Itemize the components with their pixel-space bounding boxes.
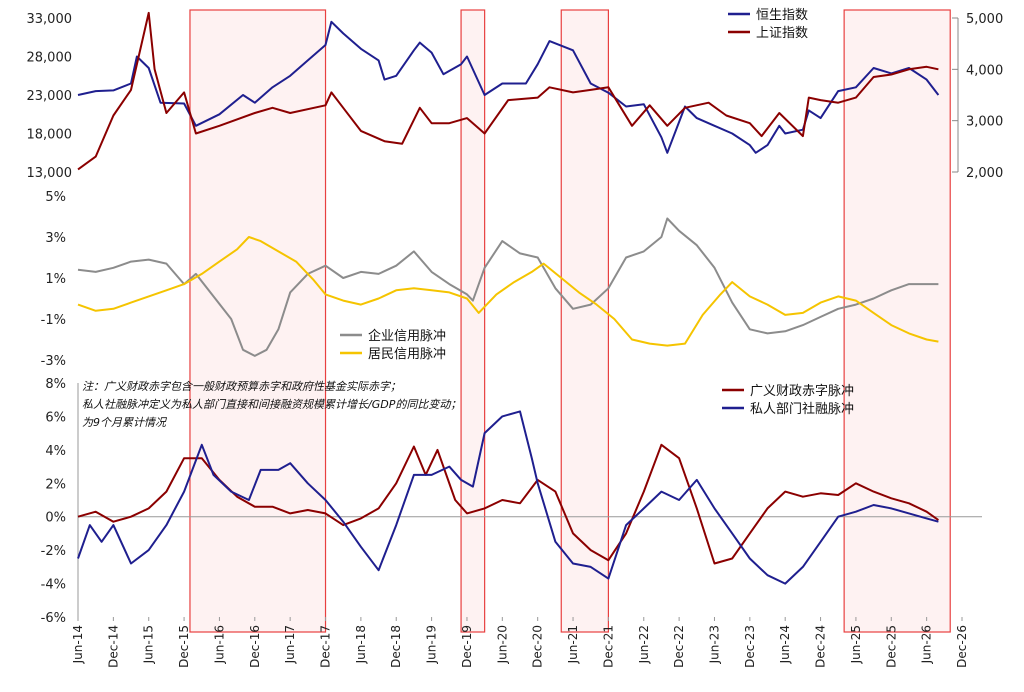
hsi-line [77, 20, 940, 154]
top-right-tick-3: 2,000 [966, 166, 1003, 181]
x-tick-18: Jun-23 [707, 625, 721, 664]
private-credit-line [77, 410, 939, 585]
top-right-tick-0: 5,000 [966, 12, 1003, 27]
highlight-period-4 [843, 9, 951, 633]
highlight-period-2 [460, 9, 486, 633]
x-tick-9: Dec-18 [389, 625, 403, 668]
x-tick-10: Jun-19 [425, 625, 439, 664]
x-tick-22: Jun-25 [849, 625, 863, 664]
middle-tick-1: 3% [45, 231, 66, 246]
bottom-legend-label-1: 广义财政赤字脉冲 [750, 384, 854, 399]
x-tick-0: Jun-14 [71, 625, 85, 664]
top-legend-label-1: 恒生指数 [756, 8, 808, 23]
x-tick-16: Jun-22 [637, 625, 651, 664]
x-tick-24: Jun-26 [920, 625, 934, 664]
bottom-legend-label-2: 私人部门社融脉冲 [750, 401, 854, 417]
highlight-period-3 [560, 9, 610, 633]
bottom-tick-2: 4% [45, 444, 66, 459]
x-tick-21: Dec-24 [814, 625, 828, 668]
middle-legend-label-1: 企业信用脉冲 [368, 328, 446, 344]
series-lines [77, 11, 940, 585]
top-left-tick-3: 18,000 [27, 128, 73, 143]
x-tick-4: Jun-16 [212, 625, 226, 664]
x-tick-13: Dec-20 [531, 625, 545, 668]
bottom-tick-3: 2% [45, 477, 66, 492]
top-right-tick-1: 4,000 [966, 63, 1003, 78]
note-line-2: 私人社融脉冲定义为私人部门直接和间接融资规模累计增长/GDP的同比变动； [82, 398, 461, 411]
sse-line [77, 11, 939, 171]
middle-tick-3: -1% [41, 313, 66, 328]
corporate-credit-line [77, 217, 939, 357]
top-left-tick-2: 23,000 [27, 89, 73, 104]
bottom-tick-7: -6% [41, 611, 66, 626]
note-block: 注：广义财政赤字包含一般财政预算赤字和政府性基金实际赤字； 私人社融脉冲定义为私… [82, 380, 461, 429]
top-right-tick-2: 3,000 [966, 115, 1003, 130]
middle-tick-0: 5% [45, 190, 66, 205]
bottom-tick-1: 6% [45, 410, 66, 425]
top-left-tick-1: 28,000 [27, 51, 73, 66]
x-tick-5: Dec-16 [248, 625, 262, 668]
x-tick-20: Jun-24 [778, 625, 792, 664]
top-left-tick-4: 13,000 [27, 166, 73, 181]
x-tick-11: Dec-19 [460, 625, 474, 668]
household-credit-line [77, 236, 939, 347]
bottom-tick-6: -4% [41, 578, 66, 593]
middle-tick-2: 1% [45, 272, 66, 287]
bottom-tick-4: 0% [45, 511, 66, 526]
x-tick-2: Jun-15 [142, 625, 156, 664]
x-tick-17: Dec-22 [672, 625, 686, 668]
x-tick-25: Dec-26 [955, 625, 969, 668]
bottom-tick-0: 8% [45, 377, 66, 392]
x-tick-6: Jun-17 [283, 625, 297, 664]
axes: 33,000 28,000 23,000 18,000 13,000 5,000 4,000… [27, 12, 1004, 668]
x-tick-1: Dec-14 [106, 625, 120, 668]
bottom-tick-5: -2% [41, 544, 66, 559]
highlight-period-1 [189, 9, 327, 633]
x-tick-19: Dec-23 [743, 625, 757, 668]
x-tick-7: Dec-17 [319, 625, 333, 668]
middle-tick-4: -3% [41, 354, 66, 369]
note-line-1: 注：广义财政赤字包含一般财政预算赤字和政府性基金实际赤字； [82, 380, 401, 393]
middle-legend-label-2: 居民信用脉冲 [368, 347, 446, 362]
x-tick-14: Jun-21 [566, 625, 580, 664]
top-left-tick-0: 33,000 [27, 12, 73, 27]
note-line-3: 为9个月累计情况 [82, 416, 168, 429]
top-legend-label-2: 上证指数 [756, 26, 808, 41]
x-tick-12: Jun-20 [495, 625, 509, 664]
x-tick-23: Dec-25 [884, 625, 898, 668]
x-tick-3: Dec-15 [177, 625, 191, 668]
x-tick-8: Jun-18 [354, 625, 368, 664]
x-tick-15: Dec-21 [601, 625, 615, 668]
highlight-periods [189, 9, 951, 633]
